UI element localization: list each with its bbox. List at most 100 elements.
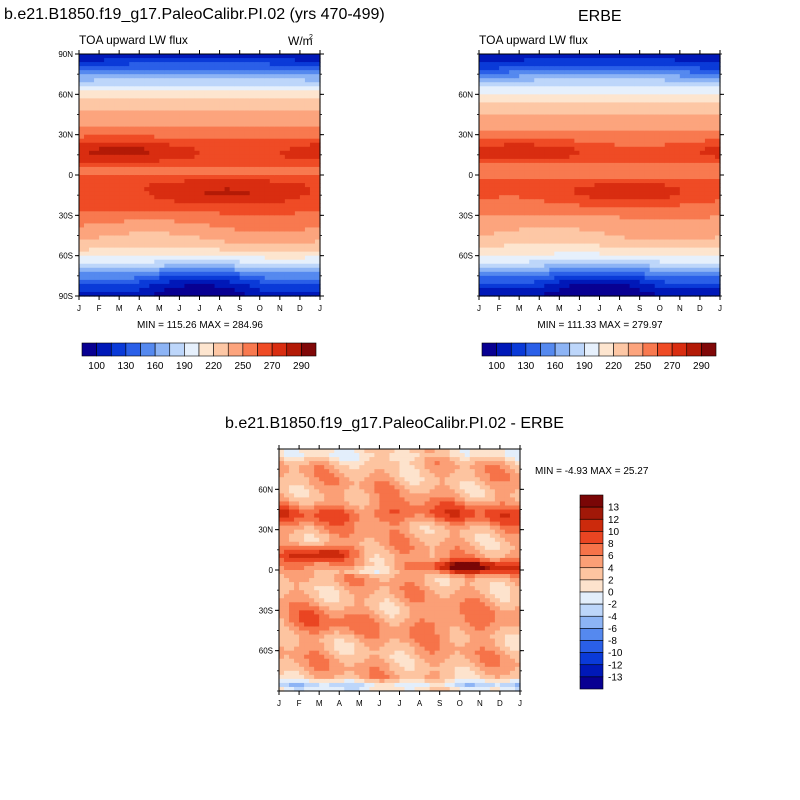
heatmap-cell <box>524 175 530 180</box>
heatmap-cell <box>294 150 301 156</box>
heatmap-cell <box>184 259 191 265</box>
heatmap-cell <box>639 146 646 152</box>
heatmap-cell <box>624 291 631 297</box>
heatmap-cell <box>214 86 221 91</box>
heatmap-cell <box>504 231 510 237</box>
heatmap-cell <box>484 271 490 277</box>
heatmap-cell <box>124 66 130 71</box>
heatmap-cell <box>499 62 505 67</box>
heatmap-cell <box>139 134 145 140</box>
heatmap-cell <box>79 251 85 257</box>
heatmap-cell <box>104 251 110 257</box>
heatmap-cell <box>594 62 601 67</box>
heatmap-cell <box>589 74 596 79</box>
heatmap-cell <box>144 82 150 87</box>
heatmap-cell <box>544 78 550 83</box>
heatmap-cell <box>479 162 485 168</box>
heatmap-cell <box>89 150 95 156</box>
heatmap-cell <box>314 275 321 281</box>
heatmap-cell <box>159 179 165 184</box>
heatmap-cell <box>189 74 196 79</box>
heatmap-cell <box>79 247 85 253</box>
heatmap-cell <box>144 122 150 128</box>
heatmap-cell <box>179 82 186 87</box>
heatmap-cell <box>314 195 321 200</box>
heatmap-cell <box>304 291 311 297</box>
heatmap-cell <box>99 118 105 124</box>
heatmap-cell <box>194 175 201 180</box>
heatmap-cell <box>534 106 540 112</box>
heatmap-cell <box>284 211 291 216</box>
heatmap-cell <box>279 102 286 108</box>
heatmap-cell <box>614 235 621 241</box>
heatmap-cell <box>519 150 525 156</box>
heatmap-cell <box>629 170 636 176</box>
heatmap-cell <box>174 82 181 87</box>
heatmap-cell <box>544 263 550 269</box>
heatmap-cell <box>179 251 186 257</box>
heatmap-cell <box>109 62 115 67</box>
heatmap-cell <box>124 154 130 160</box>
heatmap-cell <box>504 175 510 180</box>
heatmap-cell <box>124 279 130 285</box>
heatmap-cell <box>179 122 186 128</box>
heatmap-cell <box>169 175 175 180</box>
heatmap-cell <box>514 283 520 289</box>
heatmap-cell <box>519 58 525 63</box>
heatmap-cell <box>119 175 125 180</box>
heatmap-cell <box>554 231 560 237</box>
heatmap-cell <box>154 203 160 208</box>
heatmap-cell <box>149 106 155 112</box>
heatmap-cell <box>499 179 505 184</box>
heatmap-cell <box>249 191 256 196</box>
heatmap-cell <box>274 235 281 241</box>
heatmap-cell <box>564 94 570 99</box>
heatmap-cell <box>234 191 241 196</box>
heatmap-cell <box>629 199 636 204</box>
heatmap-cell <box>244 211 251 216</box>
heatmap-cell <box>254 58 261 63</box>
heatmap-cell <box>539 203 545 208</box>
heatmap-cell <box>134 283 140 289</box>
heatmap-cell <box>564 66 570 71</box>
heatmap-cell <box>149 90 155 95</box>
heatmap-cell <box>519 98 525 103</box>
heatmap-cell <box>519 130 525 136</box>
heatmap-cell <box>264 259 271 265</box>
heatmap-cell <box>139 122 145 128</box>
heatmap-cell <box>519 66 525 71</box>
heatmap-cell <box>129 130 135 136</box>
heatmap-cell <box>584 162 591 168</box>
heatmap-cell <box>239 283 246 289</box>
heatmap-cell <box>214 82 221 87</box>
heatmap-cell <box>209 239 216 245</box>
heatmap-cell <box>559 118 565 124</box>
heatmap-cell <box>599 179 606 184</box>
heatmap-cell <box>619 247 626 253</box>
heatmap-cell <box>504 126 510 132</box>
heatmap-cell <box>189 191 196 196</box>
heatmap-cell <box>249 267 256 273</box>
heatmap-cell <box>619 62 626 67</box>
heatmap-cell <box>144 239 150 245</box>
heatmap-cell <box>199 54 206 59</box>
heatmap-cell <box>489 74 495 79</box>
heatmap-cells-obs <box>479 54 721 297</box>
heatmap-cell <box>524 219 530 224</box>
heatmap-cell <box>564 126 570 132</box>
heatmap-cell <box>109 191 115 196</box>
heatmap-cell <box>179 170 186 176</box>
heatmap-cell <box>564 154 570 160</box>
heatmap-cell <box>179 62 186 67</box>
heatmap-cell <box>254 267 261 273</box>
heatmap-cell <box>519 207 525 212</box>
heatmap-cell <box>269 263 276 269</box>
heatmap-cell <box>114 183 120 188</box>
heatmap-cell <box>219 78 226 83</box>
heatmap-cell <box>134 146 140 152</box>
heatmap-cell <box>99 114 105 120</box>
heatmap-cell <box>254 219 261 224</box>
heatmap-cell <box>604 283 611 289</box>
heatmap-cell <box>494 86 500 91</box>
heatmap-cell <box>219 146 226 152</box>
